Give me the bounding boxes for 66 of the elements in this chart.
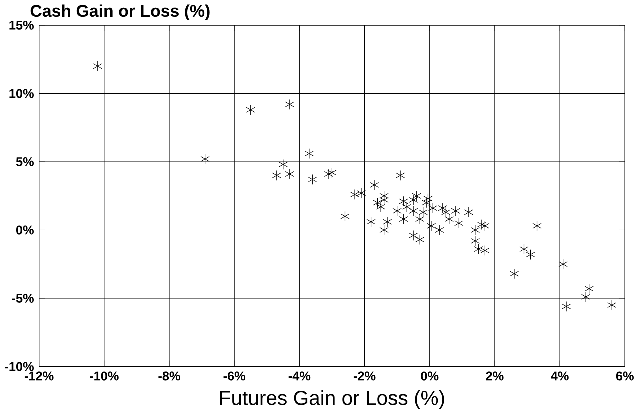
point: [246, 104, 256, 116]
x-tick-label: -2%: [354, 372, 376, 381]
point: [451, 206, 460, 216]
point: [510, 268, 520, 280]
y-axis-title: Cash Gain or Loss (%): [30, 4, 210, 20]
point: [412, 190, 422, 202]
x-tick-label: 4%: [551, 372, 569, 381]
point: [422, 198, 432, 208]
point: [340, 211, 350, 222]
point: [426, 220, 436, 232]
point: [416, 234, 425, 246]
point: [304, 148, 314, 160]
point: [350, 190, 360, 200]
point: [308, 174, 318, 185]
point: [324, 169, 334, 180]
x-tick-label: 0%: [421, 372, 439, 381]
point: [376, 202, 386, 212]
point: [435, 225, 444, 236]
point: [285, 99, 294, 110]
x-axis-title: Futures Gain or Loss (%): [220, 390, 444, 410]
point: [285, 169, 294, 180]
y-tick-label: 10%: [10, 89, 34, 98]
point: [438, 203, 448, 214]
point: [480, 245, 490, 256]
x-tick-label: -10%: [90, 372, 119, 381]
point: [409, 230, 418, 241]
point: [380, 225, 389, 236]
point: [454, 218, 464, 229]
point: [562, 301, 572, 312]
x-tick-label: 6%: [616, 372, 634, 381]
point: [200, 154, 210, 164]
point: [396, 170, 406, 181]
point: [418, 207, 428, 218]
point: [608, 300, 617, 311]
point: [558, 259, 568, 270]
x-tick-label: -12%: [24, 372, 54, 381]
y-tick-label: 0%: [16, 226, 34, 235]
point: [584, 284, 594, 294]
point: [477, 220, 486, 230]
y-tick-label: 5%: [16, 158, 34, 166]
point: [382, 216, 392, 228]
point: [373, 198, 382, 208]
point: [278, 159, 288, 170]
y-tick-label: -5%: [12, 294, 34, 303]
point: [526, 250, 536, 260]
y-tick-label: 15%: [10, 20, 34, 30]
point: [272, 170, 282, 181]
point: [520, 244, 529, 255]
x-tick-label: -4%: [288, 372, 311, 381]
point: [328, 168, 337, 178]
x-tick-label: -8%: [158, 372, 180, 381]
point: [532, 220, 542, 232]
point: [93, 61, 102, 72]
point: [470, 225, 480, 236]
point: [380, 190, 389, 202]
point: [370, 180, 380, 190]
point: [380, 194, 389, 206]
point: [464, 207, 474, 218]
point: [366, 216, 376, 228]
point: [480, 220, 490, 232]
x-tick-label: -6%: [224, 372, 246, 381]
x-tick-label: 2%: [486, 372, 504, 381]
point: [356, 188, 366, 199]
y-tick-label: -10%: [5, 362, 34, 372]
point: [582, 292, 591, 302]
point: [409, 194, 418, 206]
